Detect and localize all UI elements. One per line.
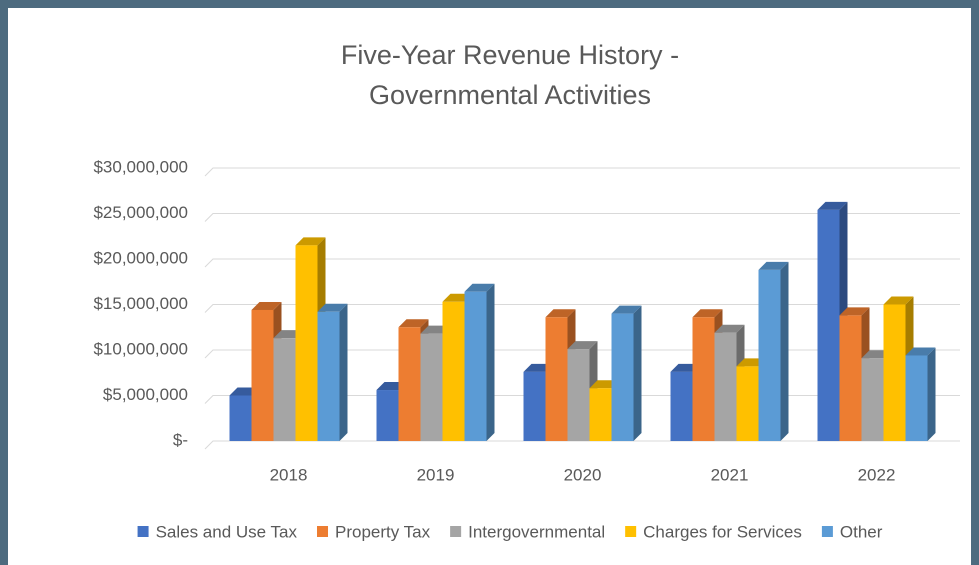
bar-top <box>251 301 282 310</box>
bar <box>273 338 296 441</box>
legend-label: Property Tax <box>335 522 431 541</box>
legend-label: Charges for Services <box>643 522 802 541</box>
bar-top <box>817 201 848 210</box>
y-tick-label: $- <box>173 430 188 449</box>
bar <box>317 311 340 441</box>
bar <box>442 301 465 441</box>
bar <box>464 291 487 441</box>
bar <box>229 395 252 441</box>
grid-line <box>204 213 960 222</box>
bar-top <box>398 319 429 328</box>
bar <box>589 388 612 441</box>
bar <box>758 269 781 441</box>
bar <box>545 317 568 441</box>
bar-top <box>883 296 914 305</box>
x-tick-label: 2018 <box>270 465 308 484</box>
legend-swatch <box>450 526 462 537</box>
y-tick-label: $10,000,000 <box>93 339 188 358</box>
grid-line <box>204 167 960 177</box>
bar <box>670 371 693 441</box>
bar-side <box>339 303 348 441</box>
bar-side <box>780 261 789 441</box>
bar <box>905 355 928 441</box>
legend-label: Sales and Use Tax <box>156 522 298 541</box>
bar <box>398 327 421 441</box>
bar <box>883 304 906 441</box>
bar <box>567 349 590 441</box>
y-tick-label: $25,000,000 <box>93 203 188 222</box>
bar <box>839 315 862 441</box>
legend-swatch <box>317 526 329 537</box>
bar <box>523 371 546 441</box>
y-tick-label: $30,000,000 <box>93 157 188 176</box>
x-tick-label: 2020 <box>564 465 602 484</box>
bar-side <box>486 283 495 441</box>
bar <box>420 333 443 441</box>
x-tick-label: 2021 <box>711 465 749 484</box>
bar-top <box>611 305 642 314</box>
y-tick-label: $5,000,000 <box>103 385 188 404</box>
bar-top <box>905 347 936 356</box>
bar-top <box>464 283 495 292</box>
y-tick-label: $20,000,000 <box>93 248 188 267</box>
bar-top <box>839 307 870 316</box>
bar <box>736 366 759 441</box>
bar-side <box>633 305 642 441</box>
bar <box>251 309 274 441</box>
legend-swatch <box>137 526 149 537</box>
bar-top <box>714 324 745 333</box>
bar <box>714 332 737 441</box>
bar-side <box>927 347 936 441</box>
bar-top <box>758 261 789 270</box>
legend-swatch <box>821 526 833 537</box>
y-tick-label: $15,000,000 <box>93 294 188 313</box>
grid-line <box>204 304 960 313</box>
chart-title: Governmental Activities <box>369 80 651 110</box>
legend-swatch <box>625 526 637 537</box>
bar <box>817 209 840 441</box>
bar <box>692 317 715 441</box>
grid-line <box>204 258 960 268</box>
bar <box>295 245 318 441</box>
bar-top <box>317 303 348 312</box>
bar <box>861 358 884 441</box>
bar-top <box>567 341 598 350</box>
bar-top <box>692 309 723 318</box>
legend-label: Intergovernmental <box>468 522 605 541</box>
chart-title: Five-Year Revenue History - <box>341 40 679 70</box>
legend-label: Other <box>840 522 883 541</box>
bar <box>611 313 634 441</box>
x-tick-label: 2022 <box>858 465 896 484</box>
bar-top <box>545 309 576 318</box>
bar <box>376 390 399 441</box>
x-tick-label: 2019 <box>417 465 455 484</box>
bar-top <box>295 237 326 246</box>
